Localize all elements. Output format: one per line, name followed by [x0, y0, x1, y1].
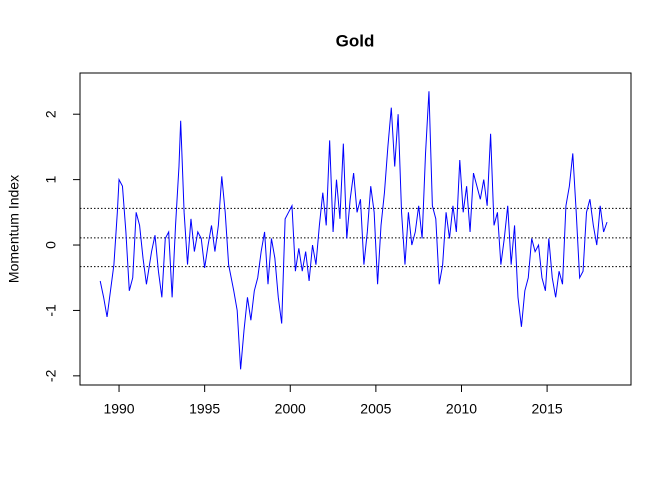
plot-frame: [79, 72, 632, 386]
x-tick-label: 2015: [532, 401, 563, 417]
y-tick-label: 0: [43, 241, 59, 249]
chart-title: Gold: [336, 31, 375, 50]
y-tick-label: 2: [43, 110, 59, 118]
y-axis-label: Momentum Index: [6, 175, 22, 283]
x-tick-label: 2005: [360, 401, 391, 417]
x-tick-label: 2000: [275, 401, 306, 417]
y-tick-label: -2: [43, 369, 59, 382]
data-line: [99, 91, 608, 370]
x-tick-label: 2010: [446, 401, 477, 417]
x-tick-label: 1995: [189, 401, 220, 417]
y-tick-label: 1: [43, 176, 59, 184]
x-tick-label: 1990: [103, 401, 134, 417]
y-tick-label: -1: [43, 304, 59, 317]
